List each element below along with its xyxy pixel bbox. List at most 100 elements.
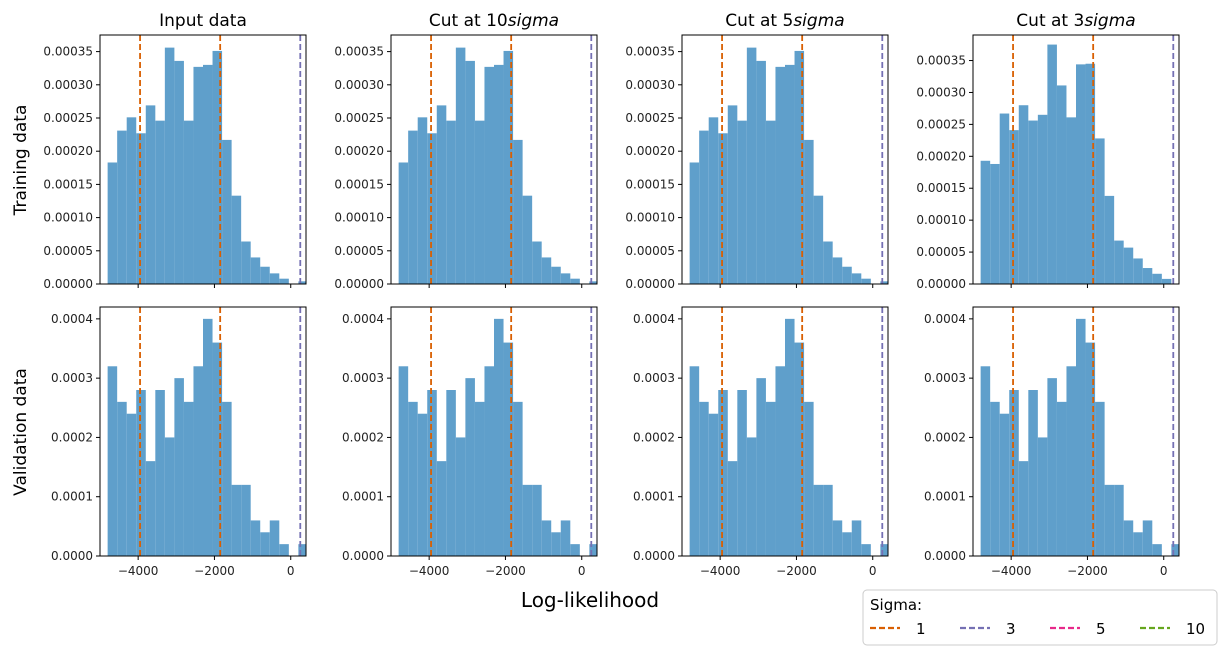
- histogram-bar: [727, 105, 738, 284]
- plot-area: [398, 307, 597, 556]
- y-tick-label: 0.0004: [342, 312, 384, 326]
- histogram-bar: [298, 544, 306, 556]
- legend-frame: [862, 589, 1218, 646]
- histogram-bar: [260, 532, 270, 556]
- histogram-bar: [1066, 366, 1076, 556]
- plot-area: [689, 35, 888, 284]
- histogram-bar: [851, 520, 862, 556]
- histogram-bar: [427, 390, 437, 556]
- histogram-bar: [484, 366, 494, 556]
- histogram-bar: [727, 461, 738, 556]
- histogram-bar: [1152, 273, 1162, 284]
- histogram-bar: [699, 401, 709, 556]
- subplot-title: Cut at 10sigma: [429, 11, 559, 31]
- histogram-bar: [408, 130, 418, 284]
- legend: Sigma: 1 3 5 10: [862, 589, 1218, 646]
- subplot-6: 0.0000 0.0001 0.0002 0.0003 0.0004 −4000 −2000…: [342, 306, 598, 578]
- histogram-bar: [794, 50, 805, 284]
- histogram-bar: [589, 544, 597, 556]
- histogram-bar: [107, 366, 118, 556]
- histogram-bar: [136, 133, 146, 284]
- y-tick-label: 0.00005: [625, 244, 675, 258]
- histogram-bar: [398, 162, 409, 284]
- y-tick-label: 0.0003: [924, 371, 966, 385]
- histogram-bar: [775, 66, 785, 284]
- y-tick-label: 0.00035: [625, 45, 675, 59]
- histogram-bar: [436, 105, 447, 284]
- histogram-bar: [1085, 342, 1096, 556]
- histogram-bar: [231, 484, 242, 556]
- histogram-bar: [417, 413, 428, 556]
- legend-entry-10: 10: [1140, 620, 1205, 638]
- histogram-bar: [689, 366, 700, 556]
- histogram-bar: [494, 318, 504, 556]
- histogram-bar: [775, 366, 785, 556]
- histogram-bar: [1066, 117, 1076, 284]
- histogram-bar: [746, 47, 757, 284]
- y-tick-label: 0.00035: [43, 45, 93, 59]
- legend-label: 3: [1006, 620, 1016, 638]
- histogram-bar: [570, 278, 580, 284]
- y-tick-label: 0.00020: [43, 144, 93, 158]
- y-tick-label: 0.0002: [51, 430, 93, 444]
- y-tick-label: 0.0003: [51, 371, 93, 385]
- y-tick-label: 0.0000: [51, 549, 93, 563]
- legend-label: 1: [916, 620, 926, 638]
- legend-entries: 1 3 5 10: [870, 620, 1205, 638]
- histogram-bar: [551, 532, 561, 556]
- legend-title: Sigma:: [870, 596, 922, 614]
- row-label-training: Training data: [11, 105, 31, 217]
- subplot-4: 0.00000 0.00005 0.00010 0.00015 0.00020 0.000…: [916, 11, 1180, 291]
- histogram-bar: [107, 162, 118, 284]
- histogram-bar: [427, 133, 437, 284]
- histogram-bar: [718, 133, 728, 284]
- histogram-bar: [823, 484, 833, 556]
- histogram-bar: [532, 484, 542, 556]
- x-tick-label: −4000: [409, 564, 450, 578]
- histogram-bar: [1037, 437, 1048, 556]
- histogram-bar: [1018, 105, 1029, 284]
- subplot-2: 0.00000 0.00005 0.00010 0.00015 0.00020 0.000…: [334, 11, 598, 291]
- histogram-bar: [756, 60, 766, 284]
- histogram-bar: [785, 318, 795, 556]
- histogram-bar: [465, 60, 475, 284]
- axes-frame: [390, 34, 598, 285]
- histogram-bar: [212, 342, 223, 556]
- histogram-bar: [699, 130, 709, 284]
- histogram-bar: [1047, 44, 1057, 284]
- y-tick-label: 0.0000: [342, 549, 384, 563]
- histogram-bar: [990, 163, 1000, 284]
- histogram-bar: [279, 544, 289, 556]
- histogram-bar: [823, 241, 833, 284]
- histogram-bar: [250, 257, 261, 284]
- histogram-bar: [765, 120, 776, 284]
- histogram-bar: [1123, 520, 1134, 556]
- x-tick-label: −4000: [991, 564, 1032, 578]
- histogram-bar: [222, 139, 232, 284]
- histogram-bar: [1085, 63, 1096, 284]
- histogram-bar: [813, 484, 824, 556]
- y-tick-label: 0.00035: [916, 54, 966, 68]
- histogram-bar: [832, 257, 843, 284]
- histogram-bar: [794, 342, 805, 556]
- y-tick-label: 0.00005: [916, 245, 966, 259]
- histogram-bar: [718, 390, 728, 556]
- histogram-bar: [1095, 138, 1105, 284]
- y-tick-label: 0.00020: [334, 144, 384, 158]
- y-tick-label: 0.00010: [43, 211, 93, 225]
- histogram-bar: [117, 401, 127, 556]
- subplot-7: 0.0000 0.0001 0.0002 0.0003 0.0004 −4000 −2000…: [633, 306, 889, 578]
- y-tick-label: 0.00035: [334, 45, 384, 59]
- histogram-bar: [1018, 461, 1029, 556]
- plot-area: [689, 307, 888, 556]
- plot-area: [107, 307, 306, 556]
- histogram-bar: [269, 273, 280, 284]
- histogram-bar: [980, 160, 991, 284]
- y-tick-label: 0.00010: [916, 213, 966, 227]
- y-tick-label: 0.00015: [43, 177, 93, 191]
- histogram-bar: [1009, 130, 1019, 284]
- y-tick-label: 0.00030: [916, 85, 966, 99]
- y-tick-label: 0.00030: [334, 78, 384, 92]
- histogram-bar: [880, 281, 888, 284]
- y-tick-label: 0.0000: [924, 549, 966, 563]
